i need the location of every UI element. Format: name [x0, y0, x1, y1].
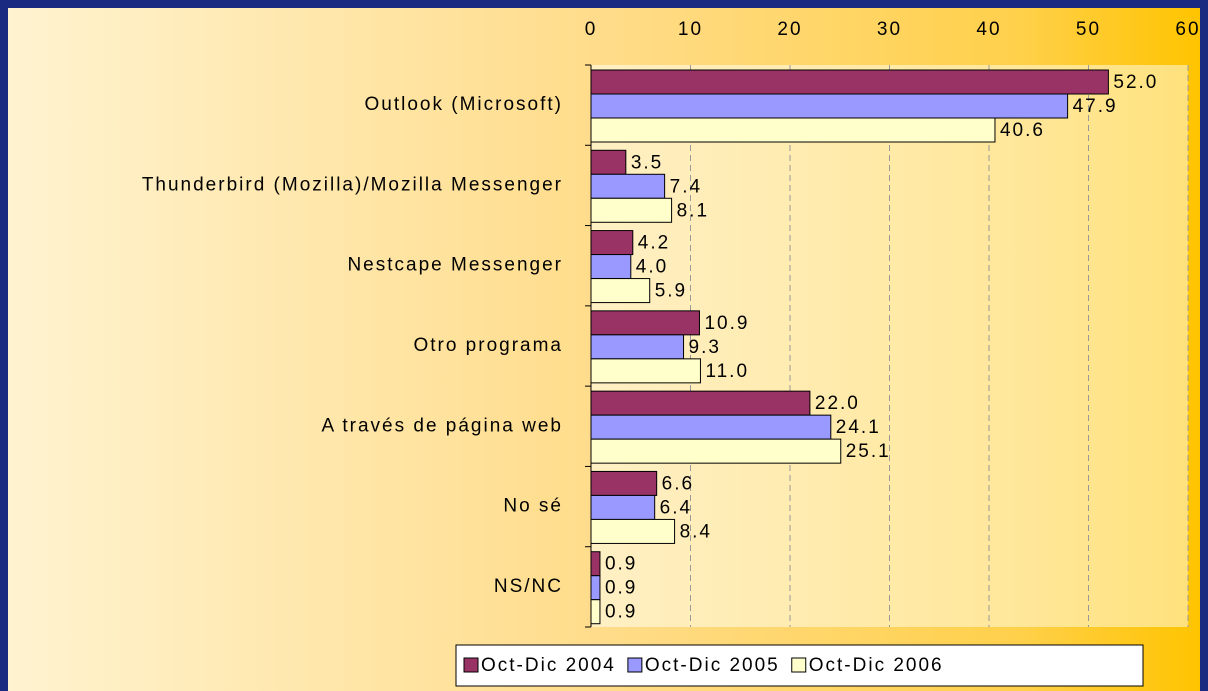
bar — [590, 334, 685, 360]
legend-swatch — [791, 657, 807, 673]
x-tick-label: 0 — [585, 19, 598, 40]
x-tick-label: 60 — [1175, 19, 1200, 40]
x-tick-label: 50 — [1076, 19, 1101, 40]
value-label: 8.1 — [677, 200, 709, 221]
category-label: Thunderbird (Mozilla)/Mozilla Messenger — [142, 174, 563, 195]
value-label: 6.6 — [662, 473, 694, 494]
value-label: 3.5 — [631, 152, 663, 173]
category-label: A través de página web — [321, 415, 563, 436]
value-label: 10.9 — [704, 313, 749, 334]
value-label: 40.6 — [1000, 120, 1045, 141]
legend-label: Oct-Dic 2004 — [481, 655, 616, 676]
bar — [590, 230, 634, 256]
bar — [590, 575, 601, 601]
value-label: 11.0 — [705, 361, 749, 382]
legend-label: Oct-Dic 2005 — [645, 655, 780, 676]
category-label: No sé — [503, 496, 563, 517]
value-label: 4.0 — [636, 257, 668, 278]
bar — [590, 197, 673, 223]
value-label: 4.2 — [638, 233, 670, 254]
value-label: 5.9 — [655, 281, 687, 302]
x-tick-label: 20 — [777, 19, 802, 40]
category-label: NS/NC — [494, 576, 563, 597]
bar — [590, 414, 832, 440]
value-label: 22.0 — [815, 393, 860, 414]
value-label: 6.4 — [660, 497, 692, 518]
value-label: 8.4 — [680, 521, 712, 542]
bar — [590, 117, 996, 143]
value-label: 24.1 — [836, 417, 881, 438]
bar — [590, 518, 676, 544]
bar — [590, 254, 632, 280]
value-label: 0.9 — [605, 602, 637, 623]
legend-label: Oct-Dic 2006 — [809, 655, 944, 676]
category-label: Outlook (Microsoft) — [365, 94, 563, 115]
x-tick-label: 30 — [877, 19, 902, 40]
bar — [590, 149, 627, 175]
bar — [590, 551, 601, 577]
bar — [590, 278, 651, 304]
x-tick-label: 40 — [976, 19, 1001, 40]
legend-swatch — [463, 657, 479, 673]
bar — [590, 599, 601, 625]
bar — [590, 173, 666, 199]
value-label: 0.9 — [605, 554, 637, 575]
value-label: 9.3 — [689, 337, 721, 358]
value-label: 0.9 — [605, 578, 637, 599]
value-label: 25.1 — [846, 441, 891, 462]
x-tick-label: 10 — [678, 19, 703, 40]
value-label: 7.4 — [670, 176, 702, 197]
value-label: 47.9 — [1073, 96, 1118, 117]
category-label: Nestcape Messenger — [347, 255, 563, 276]
bar — [590, 438, 842, 464]
bar — [590, 358, 701, 384]
bar — [590, 470, 658, 496]
bar — [590, 310, 700, 336]
bar — [590, 494, 656, 520]
bar — [590, 69, 1109, 95]
legend-swatch — [627, 657, 643, 673]
bar — [590, 93, 1069, 119]
category-label: Otro programa — [413, 335, 563, 356]
value-label: 52.0 — [1113, 72, 1158, 93]
bar — [590, 390, 811, 416]
